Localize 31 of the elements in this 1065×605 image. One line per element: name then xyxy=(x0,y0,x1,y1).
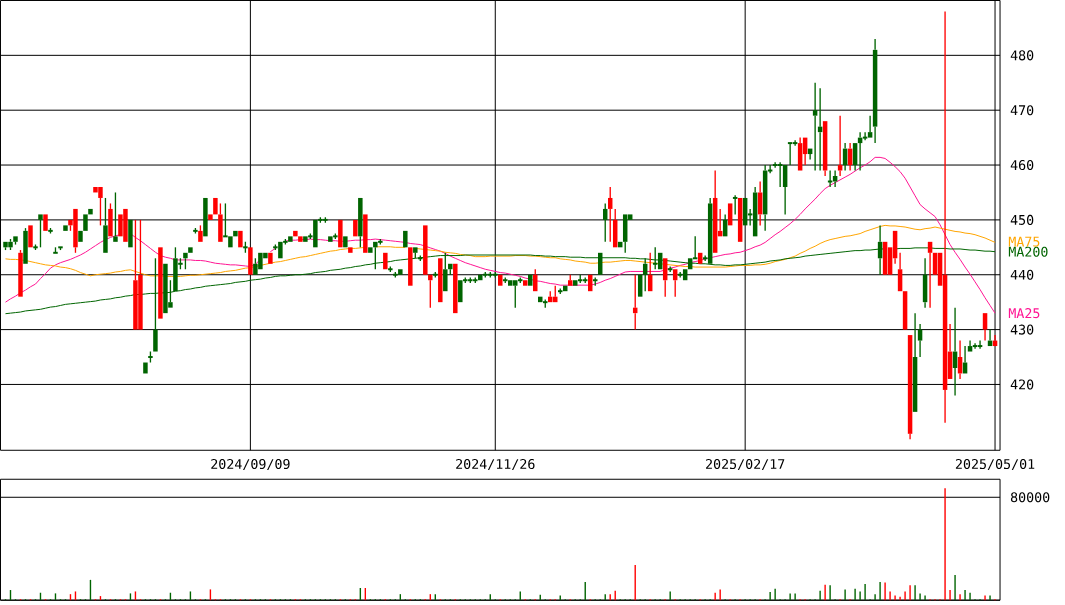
series-label: MA200 xyxy=(1008,246,1048,257)
y-tick-label: 430 xyxy=(1010,324,1034,335)
candlestick xyxy=(113,191,118,242)
candlestick xyxy=(642,257,648,293)
x-tick-label: 2025/02/17 xyxy=(706,459,785,471)
candlestick xyxy=(837,115,843,177)
y-tick-label: 460 xyxy=(1010,160,1034,171)
y-tick-label: 480 xyxy=(1010,50,1034,61)
candlestick xyxy=(428,274,433,309)
y-tick-label: 80000 xyxy=(1010,492,1050,503)
candlestick xyxy=(927,242,933,309)
candlestick xyxy=(797,137,803,171)
candlestick xyxy=(812,82,818,172)
candlestick xyxy=(867,115,873,138)
candlestick xyxy=(103,197,108,253)
series-label: MA25 xyxy=(1008,308,1040,319)
x-tick-label: 2024/11/26 xyxy=(456,459,535,471)
candlestick xyxy=(967,340,973,352)
x-tick-label: 2025/05/01 xyxy=(955,459,1035,471)
y-tick-label: 440 xyxy=(1010,269,1034,280)
x-tick-label: 2024/09/09 xyxy=(211,459,290,471)
candlestick xyxy=(38,214,43,249)
candlestick xyxy=(822,121,828,177)
series-label: MA75 xyxy=(1008,236,1040,247)
candlestick xyxy=(607,186,613,243)
y-tick-label: 420 xyxy=(1010,379,1034,390)
candlestick xyxy=(602,202,608,243)
candlestick xyxy=(917,323,923,358)
y-tick-label: 470 xyxy=(1010,105,1034,116)
candlestick xyxy=(982,313,988,342)
y-tick-label: 450 xyxy=(1010,215,1034,226)
